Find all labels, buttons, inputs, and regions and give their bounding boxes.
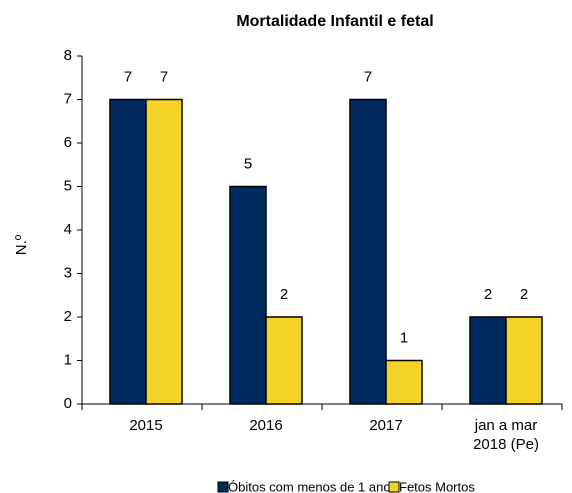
bar: [349, 98, 387, 405]
value-label: 7: [364, 68, 372, 85]
x-tick-label: 2017: [369, 417, 403, 434]
legend-label: Fetos Mortos: [399, 479, 475, 493]
y-tick-label: 5: [64, 177, 72, 194]
bar: [229, 185, 267, 405]
y-tick-label: 2: [64, 308, 72, 325]
x-tick-label: 2015: [129, 417, 163, 434]
value-label: 7: [160, 68, 168, 85]
value-label: 2: [520, 286, 528, 303]
bar: [265, 316, 303, 405]
bar: [469, 316, 507, 405]
y-tick-label: 4: [64, 221, 72, 238]
y-tick-label: 6: [64, 134, 72, 151]
legend-swatch: [217, 481, 229, 493]
value-label: 2: [484, 286, 492, 303]
y-tick-label: 1: [64, 351, 72, 368]
value-label: 5: [244, 155, 252, 172]
value-label: 2: [280, 286, 288, 303]
x-tick-label: 2016: [249, 417, 283, 434]
value-label: 7: [124, 68, 132, 85]
value-label: 1: [400, 329, 408, 346]
y-tick-label: 0: [64, 395, 72, 412]
y-tick-label: 7: [64, 90, 72, 107]
y-axis-label: N.º: [13, 234, 30, 255]
x-tick-label: jan a mar 2018 (Pe): [473, 417, 539, 453]
legend-swatch: [388, 481, 400, 493]
bar: [109, 98, 147, 405]
bar: [145, 98, 183, 405]
bar: [505, 316, 543, 405]
y-tick-label: 3: [64, 264, 72, 281]
legend-label: Óbitos com menos de 1 ano: [228, 479, 391, 493]
bar: [385, 359, 423, 405]
chart-title: Mortalidade Infantil e fetal: [236, 13, 433, 30]
y-tick-label: 8: [64, 47, 72, 64]
